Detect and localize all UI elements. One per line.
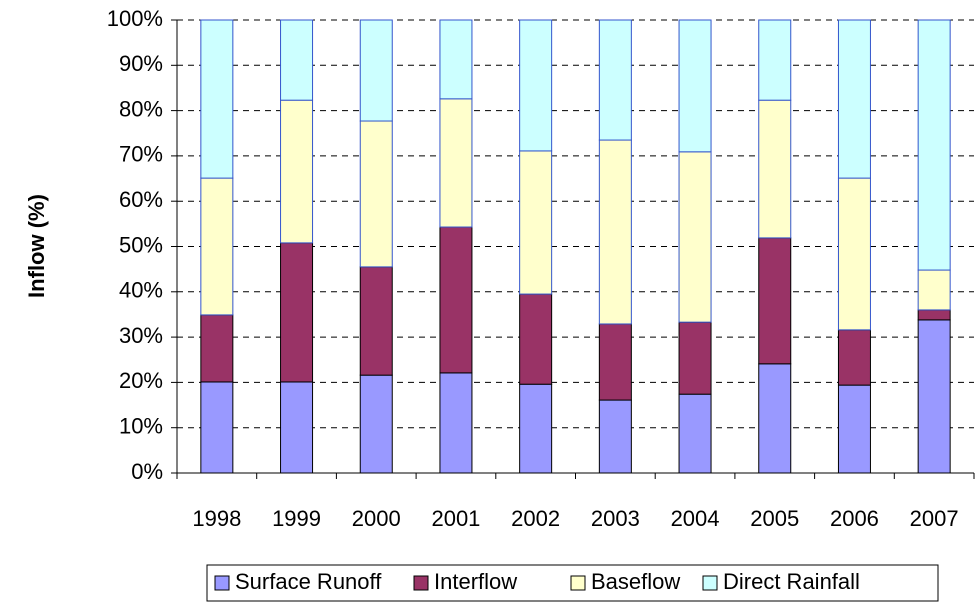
legend-swatch bbox=[570, 575, 586, 591]
legend-swatch bbox=[702, 575, 718, 591]
legend-label: Direct Rainfall bbox=[723, 569, 860, 594]
x-tick-label: 2006 bbox=[830, 506, 879, 531]
legend-label: Interflow bbox=[434, 569, 517, 594]
bar-segment bbox=[519, 19, 553, 152]
y-tick-label: 30% bbox=[119, 323, 163, 348]
legend-swatch bbox=[214, 575, 230, 591]
bar-segment bbox=[678, 321, 712, 395]
y-tick-label: 80% bbox=[119, 96, 163, 121]
legend-label: Surface Runoff bbox=[235, 569, 382, 594]
bar-segment bbox=[439, 98, 473, 228]
bar-segment bbox=[359, 266, 393, 376]
bar-segment bbox=[837, 177, 871, 331]
bar-segment bbox=[598, 19, 632, 141]
bar-segment bbox=[359, 120, 393, 268]
bar-segment bbox=[200, 177, 234, 316]
bar-segment bbox=[758, 237, 792, 365]
bar-segment bbox=[758, 19, 792, 101]
x-tick-label: 2000 bbox=[352, 506, 401, 531]
x-tick-label: 2004 bbox=[671, 506, 720, 531]
bar-segment bbox=[837, 329, 871, 386]
bar-segment bbox=[519, 383, 553, 474]
y-tick-label: 20% bbox=[119, 368, 163, 393]
x-tick-label: 1999 bbox=[272, 506, 321, 531]
bar-segment bbox=[280, 381, 314, 474]
bar-segment bbox=[598, 399, 632, 474]
bar-segment bbox=[678, 151, 712, 323]
bar-segment bbox=[758, 99, 792, 239]
bar-segment bbox=[519, 293, 553, 385]
bar-segment bbox=[917, 309, 951, 321]
bar-segment bbox=[678, 393, 712, 474]
y-tick-label: 100% bbox=[107, 6, 163, 31]
bar-segment bbox=[917, 319, 951, 474]
legend-swatch bbox=[413, 575, 429, 591]
bar-segment bbox=[598, 139, 632, 325]
y-tick-label: 40% bbox=[119, 278, 163, 303]
bar-segment bbox=[359, 374, 393, 474]
y-tick-label: 0% bbox=[131, 459, 163, 484]
x-tick-label: 1998 bbox=[192, 506, 241, 531]
bar-segment bbox=[519, 150, 553, 295]
x-tick-label: 2005 bbox=[750, 506, 799, 531]
x-tick-label: 2003 bbox=[591, 506, 640, 531]
x-tick-label: 2002 bbox=[511, 506, 560, 531]
bar-segment bbox=[200, 381, 234, 474]
bar-segment bbox=[678, 19, 712, 153]
bar-segment bbox=[439, 19, 473, 100]
bar-segment bbox=[917, 269, 951, 311]
bar-segment bbox=[439, 372, 473, 474]
y-tick-label: 10% bbox=[119, 414, 163, 439]
bar-segment bbox=[837, 19, 871, 179]
bar-segment bbox=[280, 19, 314, 101]
y-tick-label: 60% bbox=[119, 187, 163, 212]
legend-label: Baseflow bbox=[591, 569, 680, 594]
bar-segment bbox=[758, 363, 792, 474]
y-axis-label: Inflow (%) bbox=[24, 194, 49, 298]
bar-segment bbox=[280, 242, 314, 383]
y-tick-label: 70% bbox=[119, 142, 163, 167]
y-tick-label: 50% bbox=[119, 232, 163, 257]
bar-segment bbox=[439, 226, 473, 374]
bar-segment bbox=[917, 19, 951, 271]
bar-segment bbox=[359, 19, 393, 122]
bar-segment bbox=[200, 314, 234, 383]
x-tick-label: 2001 bbox=[431, 506, 480, 531]
y-tick-label: 90% bbox=[119, 51, 163, 76]
bar-segment bbox=[598, 323, 632, 401]
bar-segment bbox=[280, 99, 314, 244]
bar-segment bbox=[200, 19, 234, 179]
bar-segment bbox=[837, 384, 871, 474]
x-tick-label: 2007 bbox=[910, 506, 959, 531]
